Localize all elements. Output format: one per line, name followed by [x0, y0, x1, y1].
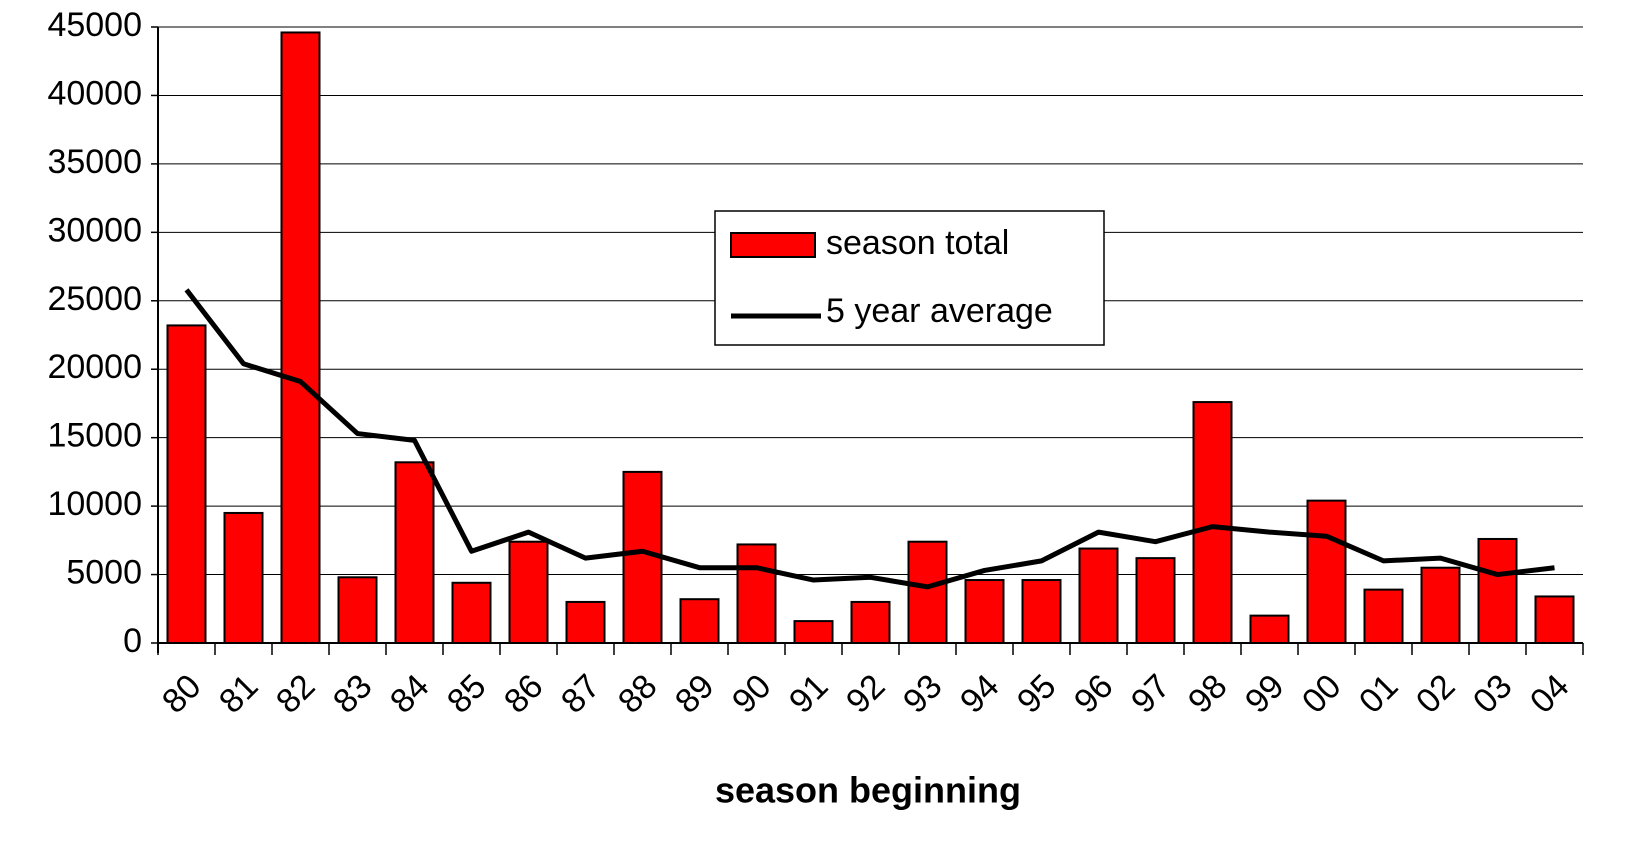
bar [1477, 537, 1518, 644]
y-tick-label: 30000 [47, 211, 142, 249]
x-tick-label: 96 [1067, 667, 1121, 721]
legend-label: 5 year average [826, 292, 1053, 330]
bar [1135, 557, 1176, 645]
bar [1192, 401, 1233, 644]
legend-swatch [730, 232, 816, 258]
y-tick-label: 5000 [66, 554, 142, 592]
bar [736, 543, 777, 644]
y-tick-label: 40000 [47, 74, 142, 112]
x-tick-label: 04 [1523, 667, 1577, 721]
bar [1021, 579, 1062, 645]
bar [907, 540, 948, 644]
x-tick-label: 87 [554, 667, 608, 721]
x-tick-label: 03 [1466, 667, 1520, 721]
x-tick-label: 82 [269, 667, 323, 721]
x-tick-label: 92 [839, 667, 893, 721]
bar [1249, 614, 1290, 644]
bar [679, 598, 720, 644]
x-tick-label: 84 [383, 667, 437, 721]
bar [451, 581, 492, 644]
legend-label: season total [826, 224, 1009, 262]
bar [850, 600, 891, 645]
x-tick-label: 80 [155, 667, 209, 721]
bar [223, 511, 264, 645]
bar [964, 579, 1005, 645]
x-tick-label: 85 [440, 667, 494, 721]
x-tick-label: 83 [326, 667, 380, 721]
bar [1306, 499, 1347, 644]
x-tick-label: 88 [611, 667, 665, 721]
x-axis-title: season beginning [715, 770, 1021, 811]
y-tick-label: 15000 [47, 417, 142, 455]
y-tick-label: 20000 [47, 348, 142, 386]
x-tick-label: 95 [1010, 667, 1064, 721]
x-tick-label: 89 [668, 667, 722, 721]
bar [337, 576, 378, 644]
bar [1078, 547, 1119, 645]
bar [565, 600, 606, 645]
bar [793, 620, 834, 644]
x-tick-label: 94 [953, 667, 1007, 721]
x-tick-label: 91 [782, 667, 836, 721]
bar [1420, 566, 1461, 645]
x-tick-label: 86 [497, 667, 551, 721]
y-tick-label: 10000 [47, 485, 142, 523]
x-tick-label: 98 [1181, 667, 1235, 721]
x-tick-label: 81 [212, 667, 266, 721]
bar [508, 540, 549, 644]
x-tick-label: 00 [1295, 667, 1349, 721]
y-tick-label: 0 [123, 622, 142, 660]
x-tick-label: 01 [1352, 667, 1406, 721]
bar [280, 31, 321, 644]
x-tick-label: 97 [1124, 667, 1178, 721]
y-tick-label: 25000 [47, 280, 142, 318]
y-tick-label: 45000 [47, 6, 142, 44]
x-tick-label: 90 [725, 667, 779, 721]
bar [1363, 588, 1404, 645]
line [184, 288, 1555, 590]
x-tick-label: 02 [1409, 667, 1463, 721]
x-tick-label: 99 [1238, 667, 1292, 721]
bar [1534, 595, 1575, 644]
bar [166, 324, 207, 644]
bar [394, 461, 435, 644]
y-tick-label: 35000 [47, 143, 142, 181]
x-tick-label: 93 [896, 667, 950, 721]
